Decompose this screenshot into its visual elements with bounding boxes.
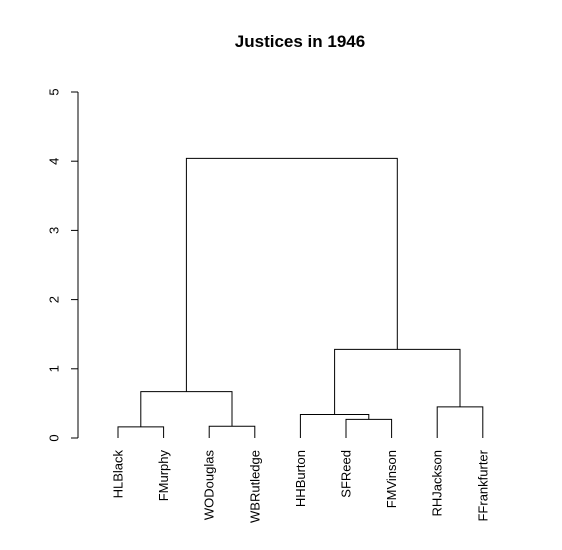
dendrogram-branches <box>117 157 484 438</box>
leaf-label-wbrutledge: WBRutledge <box>247 450 262 523</box>
y-tick-label: 4 <box>47 158 62 165</box>
leaf-label-ffrankfurter: FFrankfurter <box>475 449 490 521</box>
merge-branch-3 <box>345 418 393 438</box>
leaf-label-wodouglas: WODouglas <box>202 450 217 521</box>
leaf-label-hlblack: HLBlack <box>111 450 126 499</box>
leaf-labels: HLBlack FMurphy WODouglas WBRutledge HHBurto… <box>111 449 491 523</box>
leaf-label-rhjackson: RHJackson <box>430 450 445 516</box>
leaf-label-fmurphy: FMurphy <box>156 450 171 502</box>
y-axis: 0 1 2 3 4 5 <box>47 88 79 442</box>
merge-branch-8 <box>185 157 398 392</box>
merge-branch-4 <box>299 413 370 438</box>
chart-title: Justices in 1946 <box>235 32 365 51</box>
merge-branch-7 <box>334 348 461 415</box>
merge-branch-5 <box>436 406 484 438</box>
y-tick-label: 2 <box>47 296 62 303</box>
leaf-label-sfreed: SFReed <box>339 450 354 498</box>
merge-branch-2 <box>208 425 256 438</box>
y-tick-label: 0 <box>47 434 62 441</box>
merge-branch-1 <box>117 426 165 438</box>
y-tick-label: 3 <box>47 227 62 234</box>
y-tick-label: 1 <box>47 365 62 372</box>
leaf-label-fmvinson: FMVinson <box>384 450 399 508</box>
y-tick-label: 5 <box>47 88 62 95</box>
leaf-label-hhburton: HHBurton <box>293 450 308 507</box>
merge-branch-6 <box>140 391 233 427</box>
